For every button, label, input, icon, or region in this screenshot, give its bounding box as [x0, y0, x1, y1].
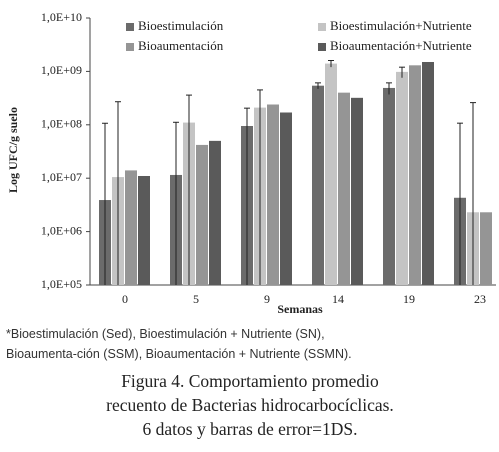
- caption: Figura 4. Comportamiento promedio: [121, 371, 379, 391]
- bar: [351, 97, 363, 286]
- x-tick-label: 14: [332, 292, 344, 306]
- x-tick-label: 19: [403, 292, 415, 306]
- error-bar: [457, 122, 463, 285]
- bar: [409, 65, 421, 285]
- legend-swatch: [126, 23, 134, 31]
- bar: [209, 140, 221, 285]
- x-tick-label: 0: [122, 292, 128, 306]
- error-bar: [186, 94, 192, 285]
- legend-swatch: [126, 43, 134, 51]
- legend-label: Bioaumentación: [138, 38, 224, 53]
- x-tick-label: 23: [474, 292, 486, 306]
- y-axis-label: Log UFC/g suelo: [6, 107, 20, 193]
- y-tick-label: 1,0E+09: [41, 63, 82, 77]
- bar: [138, 175, 150, 285]
- error-bar: [115, 101, 121, 285]
- y-tick-label: 1,0E+06: [41, 223, 82, 237]
- legend-swatch: [318, 43, 326, 51]
- bar: [480, 212, 492, 285]
- error-bar: [470, 102, 476, 285]
- bar: [196, 144, 208, 285]
- x-tick-label: 5: [193, 292, 199, 306]
- bar: [280, 112, 292, 286]
- legend-label: Bioestimulación: [138, 18, 224, 33]
- error-bar: [257, 89, 263, 285]
- x-tick-label: 9: [264, 292, 270, 306]
- error-bar: [173, 121, 179, 285]
- x-axis-label: Semanas: [277, 302, 323, 316]
- y-tick-label: 1,0E+10: [41, 10, 82, 24]
- caption: 6 datos y barras de error=1DS.: [143, 419, 358, 439]
- bar: [422, 61, 434, 285]
- bar: [396, 71, 408, 285]
- legend-swatch: [318, 23, 326, 31]
- bar: [338, 92, 350, 285]
- y-tick-label: 1,0E+07: [41, 170, 82, 184]
- error-bar: [386, 82, 392, 95]
- error-bar: [315, 82, 321, 89]
- error-bar: [328, 59, 334, 68]
- y-tick-label: 1,0E+08: [41, 117, 82, 131]
- bar: [125, 170, 137, 285]
- caption: recuento de Bacterias hidrocarbocíclicas…: [106, 395, 394, 415]
- error-bar: [102, 122, 108, 285]
- bar: [312, 85, 324, 285]
- note: *Bioestimulación (Sed), Bioestimulación …: [6, 327, 352, 361]
- legend-label: Bioaumentación+Nutriente: [330, 38, 472, 53]
- error-bar: [244, 107, 250, 285]
- bar: [267, 104, 279, 285]
- legend-label: Bioestimulación+Nutriente: [330, 18, 472, 33]
- y-tick-label: 1,0E+05: [41, 277, 82, 291]
- bar: [383, 87, 395, 285]
- bar: [325, 63, 337, 285]
- error-bar: [399, 66, 405, 78]
